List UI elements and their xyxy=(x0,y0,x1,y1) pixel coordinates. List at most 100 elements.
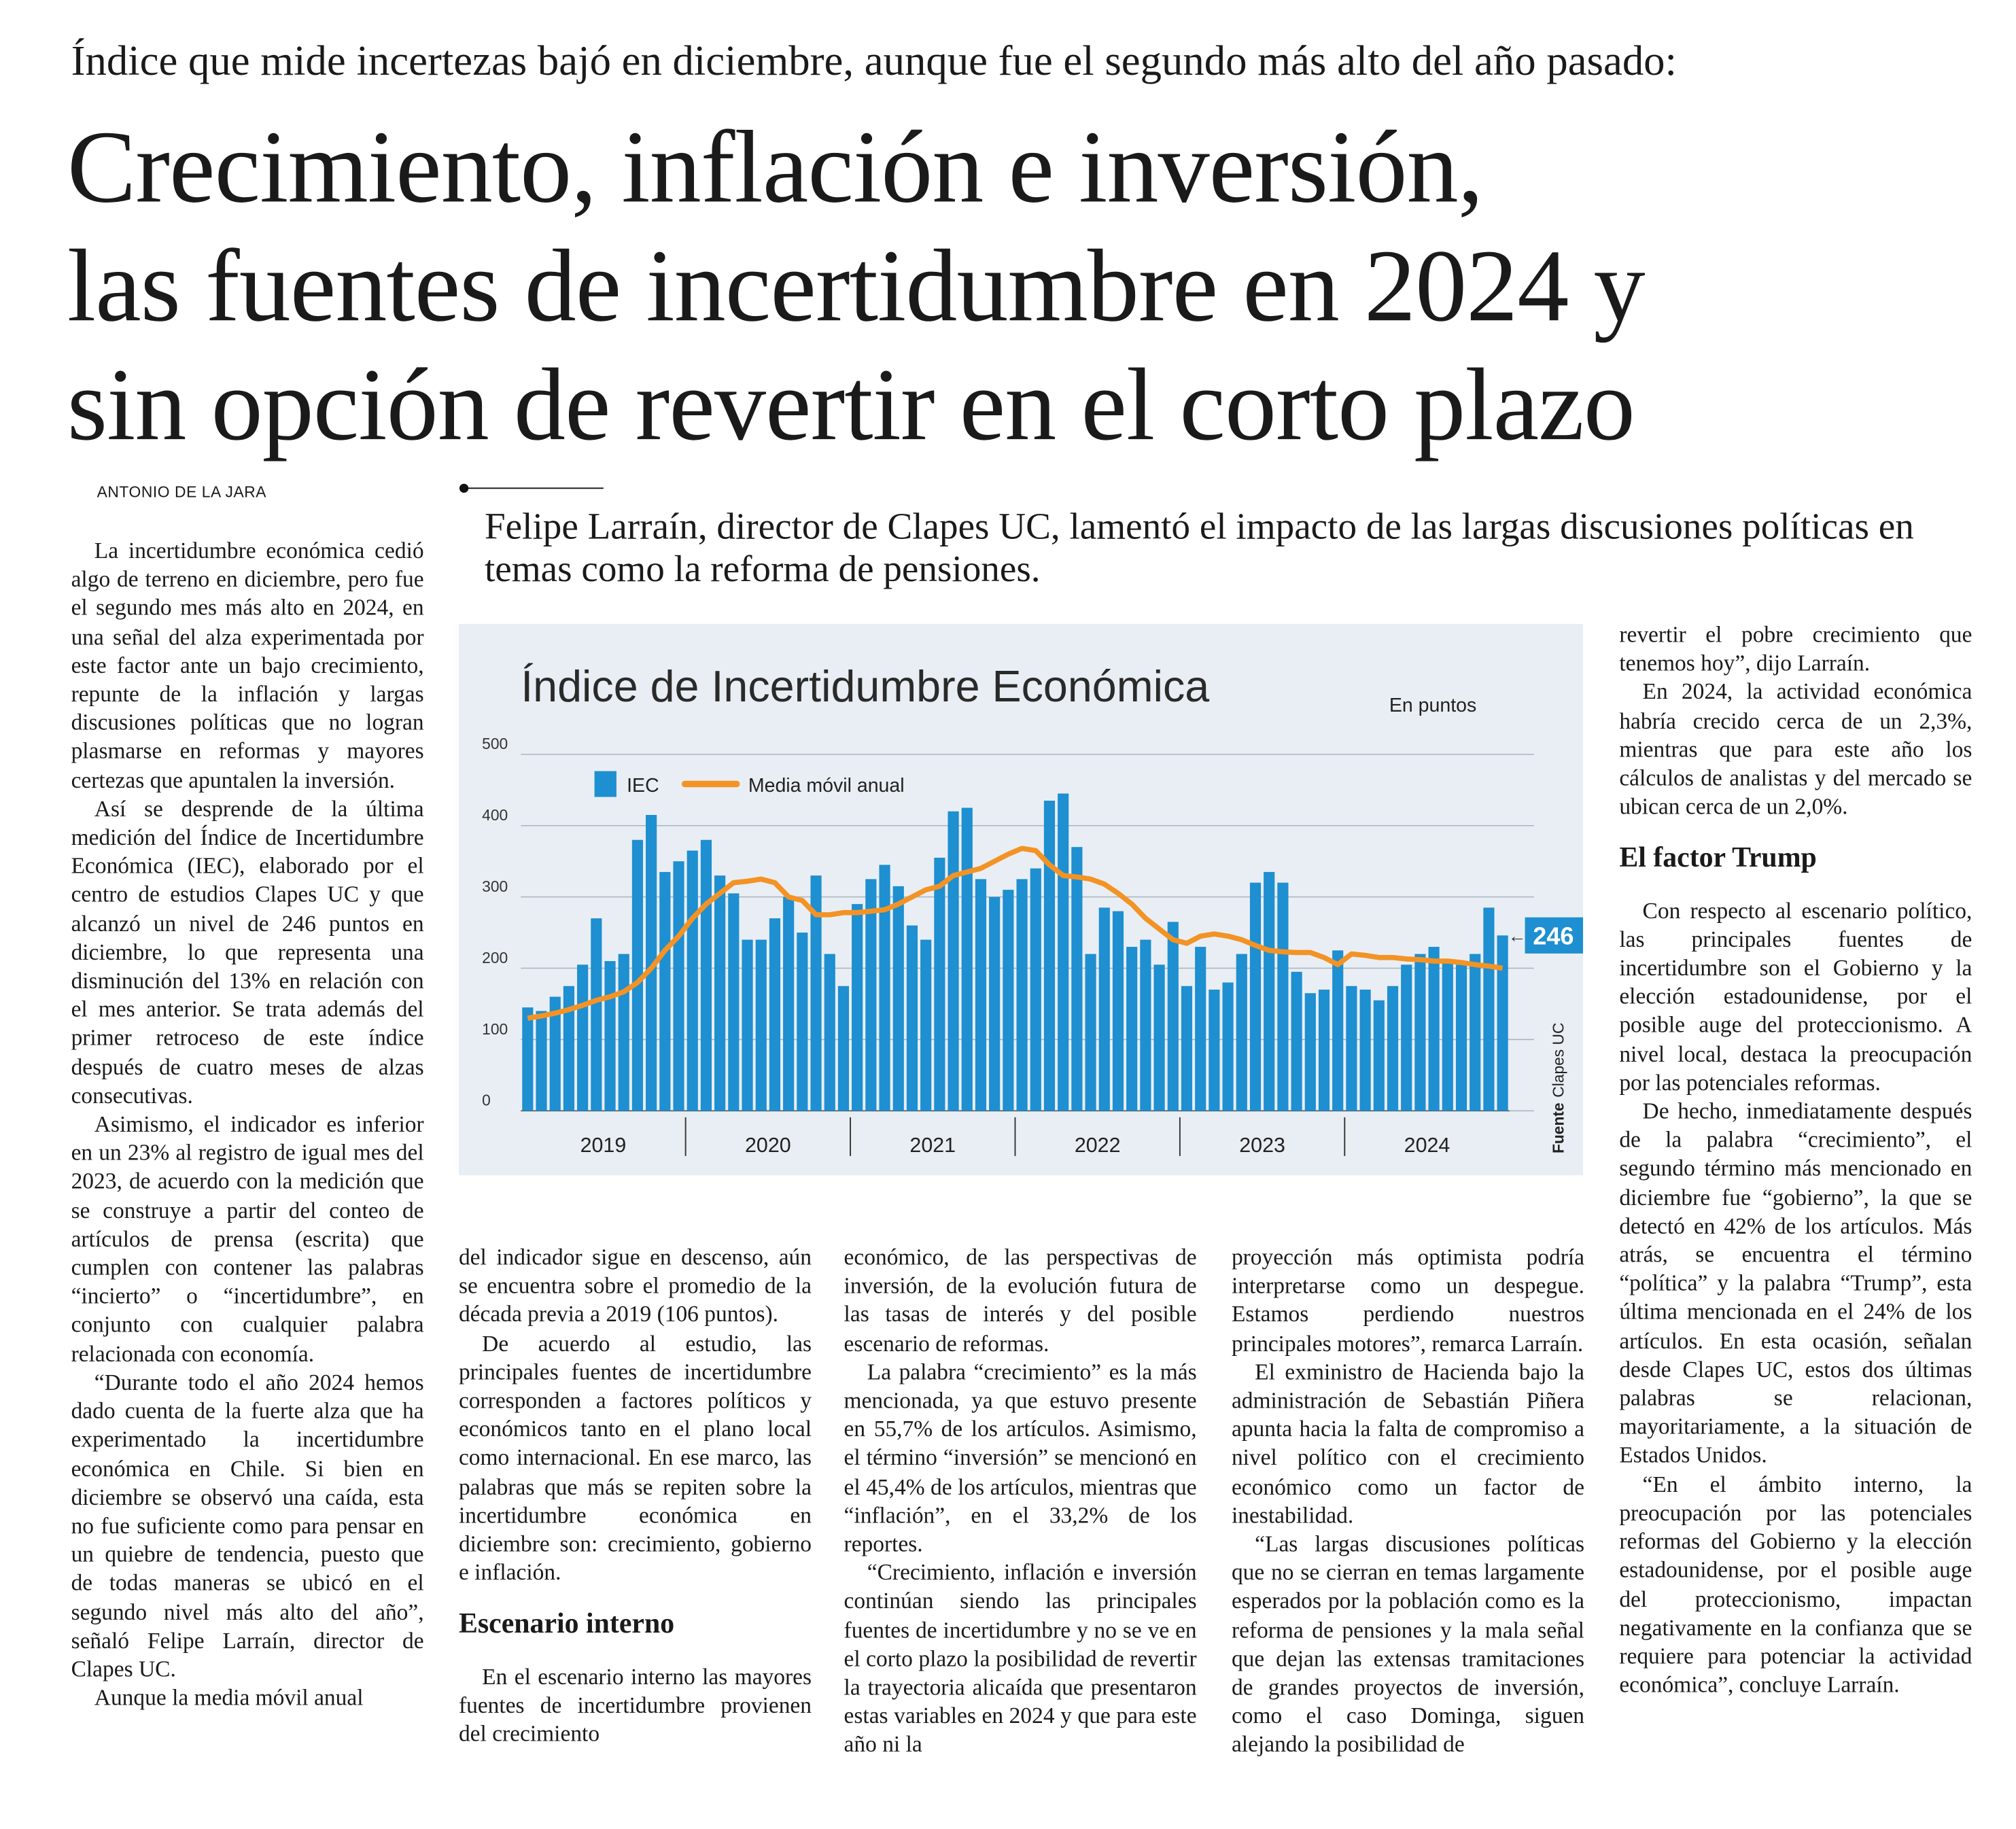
paragraph: En el escenario interno las mayores fuen… xyxy=(458,1663,812,1747)
bar xyxy=(714,875,726,1111)
bar xyxy=(728,893,740,1111)
paragraph: “En el ámbito interno, la preocupación p… xyxy=(1619,1470,1972,1698)
paragraph: La palabra “crecimiento” es la más menci… xyxy=(844,1358,1197,1557)
bar xyxy=(1249,882,1262,1111)
bar xyxy=(549,996,561,1111)
paragraph: El exministro de Hacienda bajo la admini… xyxy=(1231,1358,1584,1528)
annotation-label: 246 xyxy=(1533,922,1574,950)
bar xyxy=(810,875,822,1111)
y-tick-label: 500 xyxy=(482,735,508,752)
bar xyxy=(1373,1000,1385,1111)
bar xyxy=(1470,954,1481,1111)
paragraph: “Las largas discusiones políticas que no… xyxy=(1231,1531,1584,1758)
annotation-arrow: ← xyxy=(1508,926,1527,946)
bar xyxy=(1043,801,1056,1111)
bar xyxy=(1071,847,1083,1111)
x-year-label: 2023 xyxy=(1239,1134,1285,1157)
paragraph: Con respecto al escenario político, las … xyxy=(1619,897,1972,1096)
bar xyxy=(948,811,959,1111)
bar xyxy=(920,939,932,1111)
bar xyxy=(975,879,987,1111)
bar xyxy=(742,939,753,1111)
bar xyxy=(989,896,1001,1111)
source-name: Clapes UC xyxy=(1550,1023,1567,1098)
bar xyxy=(536,1011,547,1111)
bar xyxy=(1387,986,1399,1111)
chart-title: Índice de Incertidumbre Económica xyxy=(521,662,1209,711)
bar xyxy=(1277,882,1289,1111)
bar xyxy=(1209,990,1220,1111)
bar xyxy=(1222,982,1234,1111)
bar xyxy=(1153,964,1165,1111)
bar xyxy=(892,886,904,1111)
x-year-label: 2021 xyxy=(909,1134,956,1157)
bar xyxy=(1126,947,1138,1111)
text-column: revertir el pobre crecimiento que tenemo… xyxy=(1619,620,1972,1829)
headline-line: Crecimiento, inflación e inversión, xyxy=(67,111,1484,225)
text-column: del indicador sigue en descenso, aún se … xyxy=(459,1242,812,1829)
bar xyxy=(604,961,616,1111)
bar xyxy=(1359,990,1371,1111)
paragraph: del indicador sigue en descenso, aún se … xyxy=(458,1244,812,1327)
source-label: Fuente xyxy=(1550,1102,1567,1153)
bar xyxy=(1167,922,1179,1111)
y-tick-label: 100 xyxy=(482,1020,508,1038)
bar xyxy=(1332,950,1344,1111)
paragraph: revertir el pobre crecimiento que tenemo… xyxy=(1619,621,1972,676)
bar xyxy=(1058,793,1069,1111)
bar xyxy=(1304,993,1316,1111)
unit-label: En puntos xyxy=(1389,695,1476,716)
bar xyxy=(1318,990,1330,1111)
bar xyxy=(522,1007,534,1111)
text-column: económico, de las perspectivas de invers… xyxy=(844,1242,1197,1829)
paragraph: económico, de las perspectivas de invers… xyxy=(844,1244,1197,1356)
bar xyxy=(879,865,890,1111)
bar xyxy=(1098,907,1110,1111)
bar xyxy=(1291,971,1302,1111)
bar xyxy=(563,986,575,1111)
y-tick-label: 200 xyxy=(482,949,508,966)
bar xyxy=(1016,879,1028,1111)
paragraph: proyección más optimista podría interpre… xyxy=(1231,1244,1584,1356)
bar xyxy=(1181,986,1193,1111)
paragraph: De acuerdo al estudio, las principales f… xyxy=(458,1329,812,1586)
annotation-box xyxy=(1525,917,1584,954)
bar xyxy=(1236,954,1247,1111)
bar xyxy=(659,871,671,1111)
bar xyxy=(824,954,835,1111)
bar xyxy=(1112,911,1124,1111)
moving-average-line xyxy=(527,846,1504,1021)
bar xyxy=(797,933,808,1111)
x-year-label: 2024 xyxy=(1404,1134,1450,1157)
paragraph: En 2024, la actividad económica habría c… xyxy=(1619,678,1972,820)
bar xyxy=(865,879,877,1111)
paragraph: “Durante todo el año 2024 hemos dado cue… xyxy=(71,1369,424,1682)
paragraph: Así se desprende de la última medición d… xyxy=(71,795,424,1109)
deck-rule xyxy=(459,483,604,493)
paragraph: La incertidumbre económica cedió algo de… xyxy=(71,537,424,793)
deck: Felipe Larraín, director de Clapes UC, l… xyxy=(484,506,1914,591)
bar xyxy=(646,815,657,1111)
subhead: El factor Trump xyxy=(1619,841,1817,874)
bar xyxy=(1346,986,1357,1111)
legend-label: Media móvil anual xyxy=(748,775,905,797)
x-year-label: 2022 xyxy=(1075,1134,1121,1157)
bar xyxy=(852,904,863,1111)
paragraph: “Crecimiento, inflación e inversión cont… xyxy=(844,1559,1197,1758)
text-column: La incertidumbre económica cedió algo de… xyxy=(71,536,424,1828)
x-year-label: 2019 xyxy=(580,1134,627,1157)
paragraph: De hecho, inmediatamente después de la p… xyxy=(1619,1098,1972,1468)
bar xyxy=(673,861,684,1111)
headline-line: sin opción de revertir en el corto plazo xyxy=(67,349,1635,463)
bar xyxy=(577,964,589,1111)
bar xyxy=(591,918,602,1111)
paragraph: Asimismo, el indicador es inferior en un… xyxy=(71,1111,424,1367)
bar xyxy=(783,896,795,1111)
bar xyxy=(1428,947,1440,1111)
headline: Crecimiento, inflación e inversión, las … xyxy=(67,109,1646,466)
bar xyxy=(1140,939,1151,1111)
legend-label: IEC xyxy=(627,775,659,797)
paragraph: Aunque la media móvil anual xyxy=(94,1684,364,1711)
